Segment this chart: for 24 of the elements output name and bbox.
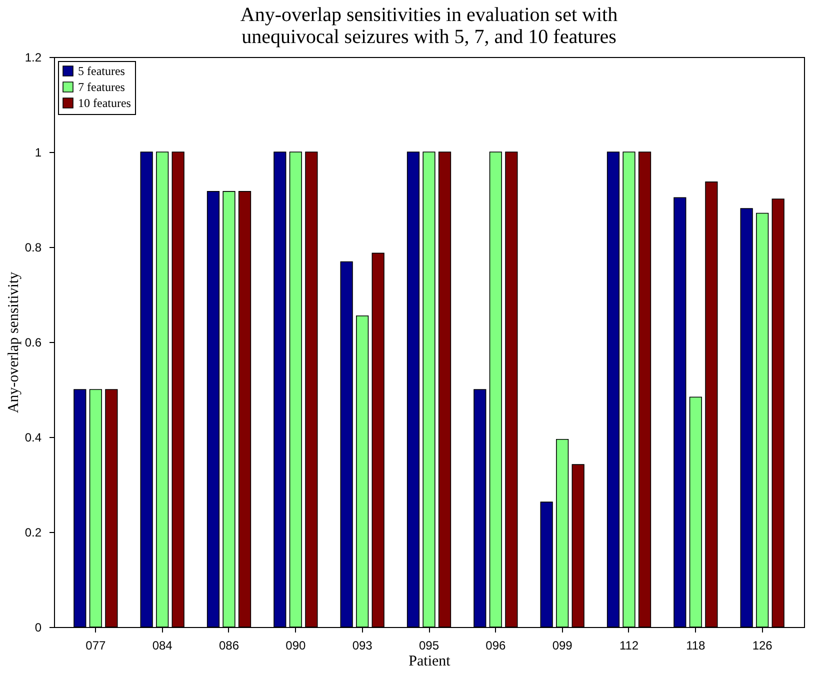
legend-label: 7 features — [78, 80, 126, 94]
x-tick-label: 095 — [418, 638, 440, 652]
y-axis-title: Any-overlap sensitivity — [6, 271, 22, 414]
x-tick-label: 084 — [152, 638, 173, 652]
y-tick-label: 1 — [34, 146, 42, 160]
x-tick-label: 099 — [552, 638, 573, 652]
legend-label: 5 features — [78, 64, 126, 78]
x-axis-title: Patient — [408, 654, 452, 670]
legend-label: 10 features — [78, 96, 132, 110]
chart-title: Any-overlap sensitivities in evaluation set with unequivocal seizures with 5, 7, and 10 features — [240, 4, 618, 48]
x-tick-label: 090 — [286, 638, 306, 652]
y-tick-label: 0 — [34, 620, 42, 634]
y-tick-label: 0.8 — [24, 240, 42, 254]
x-tick-label: 112 — [619, 638, 639, 652]
y-tick-label: 0.6 — [24, 336, 42, 350]
y-tick-label: 1.2 — [24, 50, 42, 64]
x-tick-label: 118 — [686, 638, 706, 652]
y-tick-label: 0.2 — [24, 526, 42, 540]
x-tick-label: 096 — [486, 638, 506, 652]
x-tick-label: 093 — [352, 638, 373, 652]
x-tick-label: 077 — [86, 638, 106, 652]
y-tick-label: 0.4 — [24, 430, 42, 444]
x-tick-label: 126 — [752, 638, 773, 652]
x-tick-label: 086 — [218, 638, 240, 652]
